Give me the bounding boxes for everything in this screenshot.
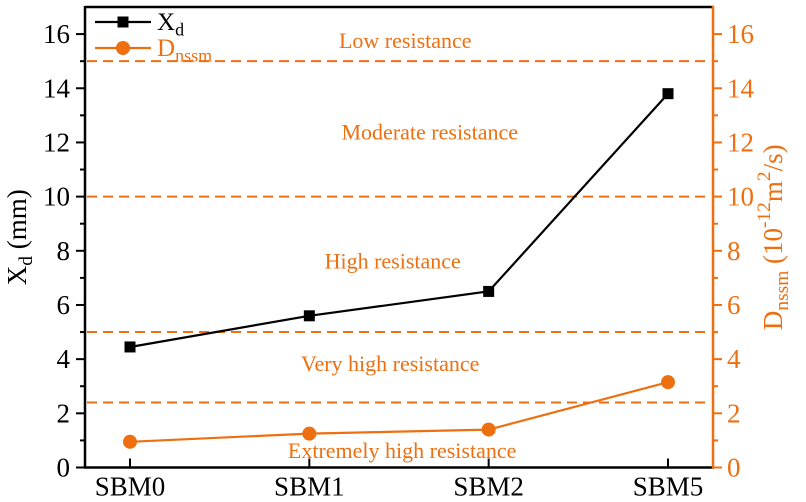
data-point-xd-SBM2 [483,285,495,297]
right-tick-label-10: 10 [727,182,754,212]
left-tick-label-10: 10 [43,182,70,212]
right-tick-label-8: 8 [727,236,741,266]
data-point-dnssm-SBM1 [302,426,317,441]
legend-marker-dnssm [116,41,130,55]
left-tick-label-12: 12 [43,127,70,157]
legend-marker-xd [117,16,129,28]
right-tick-label-6: 6 [727,290,741,320]
x-tick-label-SBM1: SBM1 [274,472,345,502]
right-tick-label-4: 4 [727,344,741,374]
x-tick-label-SBM5: SBM5 [633,472,704,502]
left-tick-label-6: 6 [57,290,71,320]
left-tick-label-16: 16 [43,19,70,49]
left-tick-label-14: 14 [43,73,71,103]
zone-label-4: Extremely high resistance [288,438,516,463]
right-tick-label-14: 14 [727,73,755,103]
left-tick-label-2: 2 [57,398,71,428]
right-tick-label-12: 12 [727,127,754,157]
data-point-dnssm-SBM2 [481,422,496,437]
right-tick-label-16: 16 [727,19,754,49]
right-tick-label-2: 2 [727,398,741,428]
zone-label-1: Moderate resistance [342,120,519,145]
left-axis-title: Xd (mm) [2,189,37,285]
data-point-xd-SBM5 [662,88,674,100]
x-tick-label-SBM0: SBM0 [95,472,166,502]
left-tick-label-4: 4 [57,344,71,374]
zone-label-3: Very high resistance [301,351,479,376]
legend-label-dnssm: Dnssm [157,35,212,66]
series-line-xd [129,92,669,349]
x-tick-label-SBM2: SBM2 [453,472,524,502]
legend-label-xd: Xd [157,9,184,40]
left-tick-label-8: 8 [57,236,71,266]
right-axis-title: Dnssm (10-12m2/s) [754,144,793,330]
data-point-xd-SBM1 [303,310,315,322]
right-tick-label-0: 0 [727,453,741,483]
zone-label-0: Low resistance [339,28,472,53]
data-point-dnssm-SBM5 [661,375,675,390]
data-point-dnssm-SBM0 [123,434,137,449]
series-line-dnssm [129,381,669,443]
zone-label-2: High resistance [325,248,461,273]
data-point-xd-SBM0 [124,341,136,353]
left-tick-label-0: 0 [57,453,71,483]
